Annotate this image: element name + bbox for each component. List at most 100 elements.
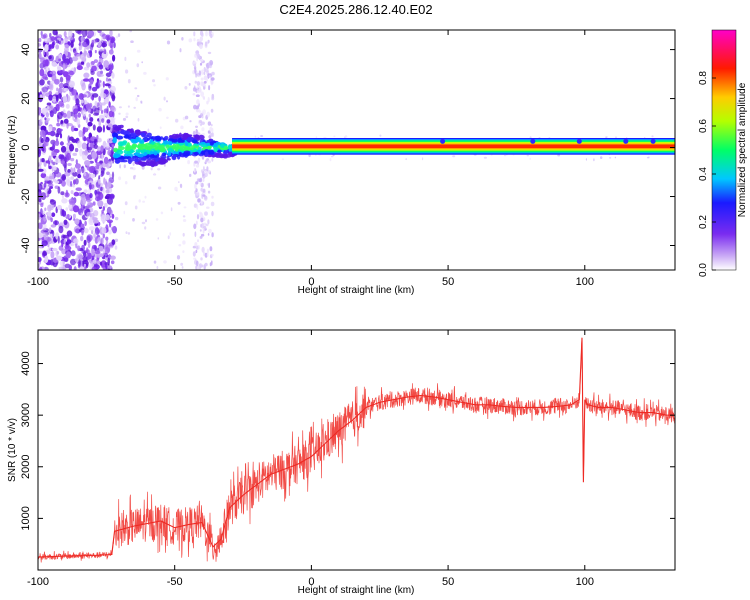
noise-speckle (82, 126, 86, 135)
noise-speckle (70, 41, 74, 48)
noise-speckle (96, 126, 103, 133)
noise-speckle (98, 246, 104, 252)
stripe-speckle (202, 95, 205, 99)
band-blob (178, 142, 184, 146)
noise-speckle (330, 156, 334, 158)
stripe-speckle (203, 80, 207, 84)
noise-speckle (529, 157, 531, 160)
stripe-speckle (211, 232, 214, 238)
noise-speckle (93, 245, 98, 250)
band-blob (138, 140, 143, 144)
stripe-speckle (201, 127, 205, 132)
noise-speckle (158, 107, 162, 112)
noise-speckle (124, 56, 127, 62)
noise-speckle (144, 226, 147, 230)
noise-speckle (81, 142, 87, 150)
noise-speckle (105, 262, 108, 270)
noise-speckle (79, 266, 85, 270)
noise-speckle (115, 216, 119, 221)
noise-speckle (38, 257, 42, 262)
stripe-speckle (211, 253, 214, 257)
noise-speckle (102, 233, 106, 239)
stripe-speckle (195, 73, 197, 78)
noise-speckle (58, 266, 65, 270)
noise-speckle (85, 247, 89, 254)
noise-speckle (100, 173, 104, 177)
band-blob (184, 141, 189, 146)
noise-speckle (100, 187, 103, 192)
noise-speckle (110, 260, 115, 265)
noise-speckle (66, 239, 72, 245)
noise-speckle (254, 135, 257, 138)
noise-speckle (40, 202, 44, 208)
noise-speckle (47, 73, 53, 78)
noise-speckle (165, 77, 169, 81)
noise-speckle (42, 91, 46, 97)
band-blob (178, 152, 182, 156)
noise-speckle (41, 34, 47, 39)
band-blob (116, 149, 124, 155)
band-blob (131, 145, 137, 151)
noise-speckle (50, 36, 56, 42)
noise-speckle (97, 137, 102, 143)
band-blob (141, 144, 146, 147)
stripe-speckle (209, 126, 213, 132)
stripe-speckle (193, 37, 196, 42)
stripe-speckle (199, 30, 204, 36)
noise-speckle (58, 40, 62, 45)
band-blob (144, 144, 148, 150)
noise-speckle (175, 118, 179, 123)
noise-speckle (180, 125, 184, 130)
noise-speckle (184, 115, 189, 120)
noise-speckle (42, 59, 49, 66)
noise-speckle (70, 176, 74, 180)
band-blob (169, 135, 173, 139)
noise-speckle (97, 73, 104, 77)
noise-speckle (83, 78, 90, 82)
noise-speckle (72, 213, 76, 219)
band-blob (117, 131, 121, 134)
noise-speckle (70, 250, 76, 257)
noise-speckle (61, 198, 68, 204)
noise-speckle (40, 115, 43, 123)
noise-speckle (143, 71, 147, 75)
band-blob (124, 147, 131, 152)
stripe-speckle (205, 159, 207, 164)
noise-speckle (118, 112, 121, 115)
noise-speckle (60, 191, 65, 196)
noise-speckle (99, 160, 104, 164)
noise-speckle (153, 84, 156, 87)
noise-speckle (55, 44, 60, 50)
colorbar-tick-label: 0.8 (698, 71, 709, 85)
noise-speckle (100, 167, 105, 175)
heatmap-frame (37, 29, 676, 271)
stripe-speckle (194, 242, 198, 247)
snr-y-tick-label: 3000 (20, 403, 32, 427)
noise-speckle (77, 140, 82, 149)
noise-speckle (38, 192, 42, 198)
stripe-speckle (211, 71, 215, 76)
noise-speckle (182, 250, 185, 254)
noise-speckle (83, 239, 87, 246)
noise-speckle (585, 158, 588, 161)
noise-speckle (97, 30, 102, 34)
noise-speckle (57, 235, 60, 244)
band-blob (123, 156, 129, 160)
noise-speckle (138, 199, 141, 203)
noise-speckle (152, 79, 155, 83)
noise-speckle (86, 211, 93, 218)
noise-speckle (157, 168, 161, 171)
noise-speckle (170, 207, 173, 212)
noise-speckle (193, 257, 197, 260)
band-blob (139, 132, 147, 136)
noise-speckle (41, 236, 45, 241)
heatmap-panel: -100 -50 0 50 100 -40 -20 0 20 40 Height of stra… (7, 29, 676, 296)
noise-speckle (67, 135, 71, 143)
stripe-speckle (195, 125, 198, 128)
noise-speckle (57, 128, 63, 132)
noise-speckle (91, 266, 97, 270)
heatmap-content (38, 30, 675, 270)
stripe-speckle (198, 70, 202, 76)
colorbar-tick-label: 0.0 (698, 263, 709, 277)
